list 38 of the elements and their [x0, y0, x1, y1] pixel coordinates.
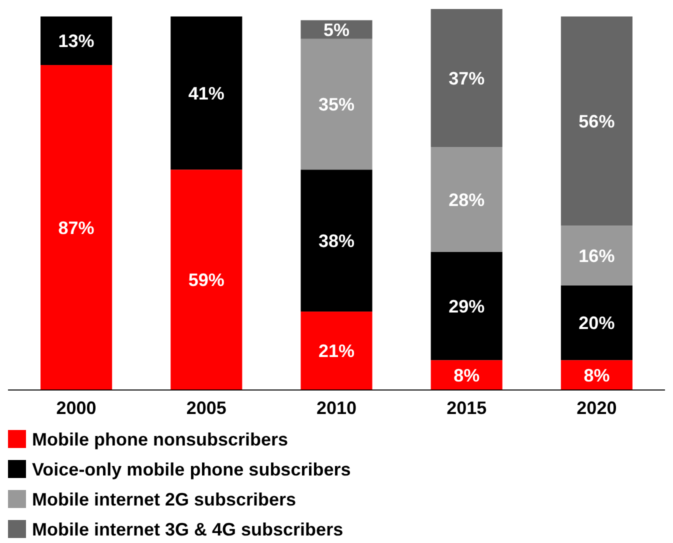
bar [560, 16, 632, 226]
legend-label: Mobile internet 3G & 4G subscribers [32, 519, 344, 540]
bar [560, 285, 632, 360]
bar [170, 16, 242, 170]
data-label: 37% [448, 68, 485, 88]
bar [40, 65, 112, 390]
data-label: 8% [454, 365, 480, 386]
data-label: 5% [323, 20, 350, 40]
bar [300, 38, 372, 170]
legend-label: Mobile internet 2G subscribers [32, 489, 296, 510]
bar [170, 170, 242, 390]
x-tick-label: 2000 [56, 398, 96, 418]
bar [300, 312, 372, 390]
data-label: 56% [578, 111, 615, 132]
bar [300, 170, 372, 312]
data-label: 16% [578, 246, 615, 266]
data-label: 87% [58, 218, 94, 238]
data-label: 28% [448, 190, 485, 210]
data-label: 21% [318, 341, 355, 362]
data-label: 13% [58, 31, 94, 52]
x-tick-label: 2005 [186, 398, 226, 418]
bar [430, 9, 502, 148]
data-label: 8% [584, 365, 610, 386]
x-tick-label: 2015 [446, 398, 487, 418]
data-label: 29% [448, 296, 485, 316]
bar [430, 147, 502, 252]
data-label: 41% [188, 83, 224, 104]
bar [430, 252, 502, 360]
x-tick-label: 2010 [316, 398, 357, 418]
data-label: 35% [318, 94, 355, 115]
data-label: 20% [578, 313, 615, 334]
legend-label: Mobile phone nonsubscribers [32, 429, 288, 450]
bar [40, 16, 112, 66]
bar [560, 226, 632, 286]
data-label: 38% [318, 230, 355, 251]
data-label: 59% [188, 270, 224, 290]
legend-label: Voice-only mobile phone subscribers [32, 459, 351, 480]
x-tick-label: 2020 [576, 398, 617, 418]
